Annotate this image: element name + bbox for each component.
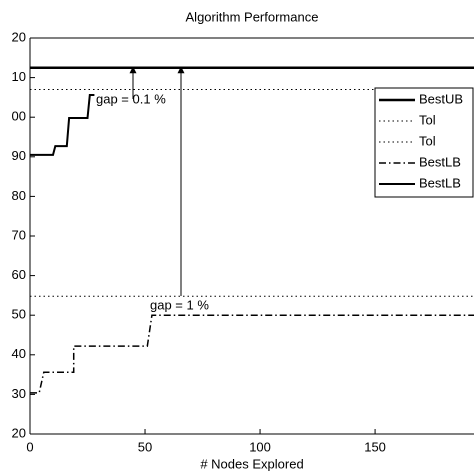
x-tick-label: 100 xyxy=(249,439,271,454)
legend-label: BestLB xyxy=(419,154,461,169)
x-tick-label: 0 xyxy=(26,439,33,454)
x-tick-label: 50 xyxy=(138,439,152,454)
y-tick-label: 60 xyxy=(12,267,26,282)
legend-label: Tol xyxy=(419,133,436,148)
legend-label: BestUB xyxy=(419,91,463,106)
chart-title: Algorithm Performance xyxy=(186,9,319,24)
x-tick-label: 150 xyxy=(364,439,386,454)
annotation: gap = 0.1 % xyxy=(96,91,166,106)
y-tick-label: 90 xyxy=(12,148,26,163)
line-series xyxy=(30,314,474,394)
x-axis-label: # Nodes Explored xyxy=(200,456,303,471)
y-tick-label: 20 xyxy=(12,425,26,440)
y-tick-label: 10 xyxy=(12,69,26,84)
y-tick-label: 20 xyxy=(12,29,26,44)
y-tick-label: 40 xyxy=(12,346,26,361)
y-tick-label: 70 xyxy=(12,227,26,242)
y-tick-label: 00 xyxy=(12,109,26,124)
y-tick-label: 80 xyxy=(12,188,26,203)
y-tick-label: 50 xyxy=(12,307,26,322)
legend-label: BestLB xyxy=(419,175,461,190)
legend-box xyxy=(374,87,474,198)
legend: BestUB Tol Tol BestLB BestLB xyxy=(374,87,474,198)
line-series xyxy=(30,94,95,156)
annotation: gap = 1 % xyxy=(150,297,209,312)
legend-label: Tol xyxy=(419,112,436,127)
y-tick-label: 30 xyxy=(12,386,26,401)
